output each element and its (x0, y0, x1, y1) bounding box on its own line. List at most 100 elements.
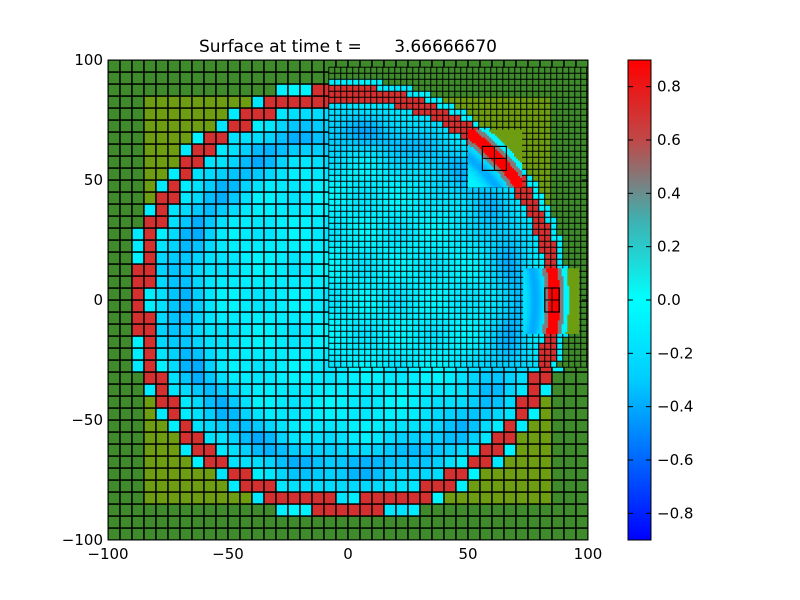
refined-cell (394, 132, 402, 140)
refined-cell (550, 132, 558, 140)
refined-cell (514, 246, 522, 254)
grid-cell (311, 227, 325, 241)
fine-cell (496, 181, 500, 184)
fine-cell (514, 173, 517, 176)
refined-cell (490, 84, 498, 92)
fine-cell (516, 131, 519, 134)
grid-cell (155, 203, 169, 217)
grid-cell (371, 479, 385, 493)
fine-cell (516, 154, 519, 157)
grid-cell (143, 527, 157, 540)
refined-cell (406, 258, 414, 266)
grid-cell (299, 479, 313, 493)
refined-cell (562, 186, 570, 194)
fine-cell (496, 179, 500, 182)
refined-cell (424, 138, 432, 146)
refined-cell (382, 336, 390, 344)
grid-cell (539, 443, 553, 457)
fine-cell (483, 154, 486, 157)
grid-cell (203, 251, 217, 265)
refined-cell (358, 72, 366, 80)
refined-cell (508, 108, 516, 116)
refined-cell (388, 282, 396, 290)
refined-cell (412, 72, 420, 80)
fine-cell (504, 156, 507, 159)
refined-cell (460, 186, 468, 194)
fine-cell (527, 306, 530, 309)
refined-cell (550, 114, 558, 122)
fine-cell (487, 177, 490, 180)
refined-cell (376, 222, 384, 230)
grid-cell (539, 491, 553, 505)
refined-cell (406, 126, 414, 134)
fine-cell (492, 183, 496, 186)
fine-cell (487, 183, 490, 186)
refined-cell (454, 108, 462, 116)
fine-cell (483, 166, 486, 169)
refined-cell (418, 324, 426, 332)
fine-cell (477, 169, 480, 173)
fine-cell (536, 276, 539, 279)
grid-cell (179, 107, 193, 121)
refined-cell (364, 354, 372, 362)
refined-cell (430, 240, 438, 248)
refined-cell (352, 180, 360, 188)
grid-cell (575, 395, 588, 409)
refined-cell (580, 312, 588, 320)
grid-cell (275, 71, 289, 85)
grid-cell (215, 395, 229, 409)
refined-cell (460, 120, 468, 128)
grid-cell (227, 335, 241, 349)
fine-cell (540, 295, 543, 298)
refined-cell (328, 336, 336, 344)
refined-cell (442, 270, 450, 278)
refined-cell (430, 150, 438, 158)
grid-cell (455, 527, 469, 540)
refined-cell (400, 90, 408, 98)
fine-cell (534, 318, 537, 321)
refined-cell (538, 132, 546, 140)
refined-cell (376, 108, 384, 116)
fine-cell (532, 318, 536, 321)
refined-cell (382, 84, 390, 92)
grid-cell (479, 395, 493, 409)
refined-cell (454, 174, 462, 182)
refined-cell (550, 72, 558, 80)
refined-cell (442, 312, 450, 320)
refined-cell (364, 168, 372, 176)
refined-cell (370, 162, 378, 170)
refined-cell (382, 132, 390, 140)
fine-cell (477, 154, 480, 157)
grid-cell (383, 527, 397, 540)
fine-cell (540, 308, 543, 311)
refined-cell (442, 132, 450, 140)
refined-cell (586, 96, 588, 104)
fine-cell (468, 131, 471, 134)
fine-cell (475, 179, 478, 182)
grid-cell (275, 443, 289, 457)
refined-cell (484, 246, 492, 254)
fine-cell (477, 173, 480, 176)
fine-cell (491, 135, 494, 138)
grid-cell (203, 515, 217, 529)
refined-cell (586, 336, 588, 344)
grid-cell (239, 155, 253, 169)
refined-cell (586, 318, 588, 326)
refined-cell (328, 132, 336, 140)
refined-cell (478, 72, 486, 80)
refined-cell (352, 156, 360, 164)
refined-cell (538, 246, 546, 254)
fine-cell (517, 185, 521, 188)
refined-cell (466, 84, 474, 92)
grid-cell (108, 143, 121, 157)
fine-cell (538, 302, 541, 306)
fine-cell (523, 329, 526, 332)
refined-cell (376, 294, 384, 302)
refined-cell (406, 84, 414, 92)
refined-cell (334, 186, 342, 194)
refined-cell (388, 210, 396, 218)
fine-cell (519, 144, 523, 148)
fine-cell (527, 287, 530, 290)
fine-cell (473, 171, 476, 175)
refined-cell (412, 192, 420, 200)
